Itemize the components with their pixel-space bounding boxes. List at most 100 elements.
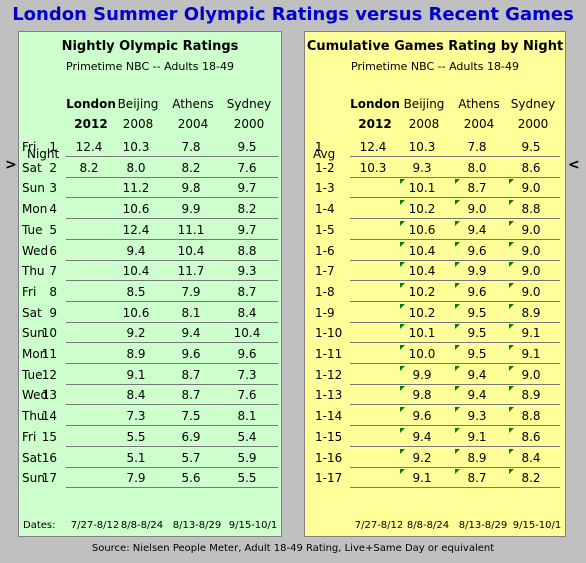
rating-cell: 5.1	[126, 450, 146, 465]
current-row-marker-left: >	[5, 157, 17, 173]
column-header-name: Athens	[458, 97, 500, 111]
rating-cell: 10.2	[408, 202, 436, 217]
rating-cell: 9.2	[412, 450, 432, 465]
rating-cell: 8.8	[521, 409, 541, 424]
comment-marker-icon	[400, 179, 405, 185]
rating-cell: 7.9	[181, 284, 201, 299]
rating-cell: 9.5	[467, 305, 487, 320]
row-night: 4	[49, 202, 57, 217]
comment-marker-icon	[455, 386, 460, 392]
rating-cell	[350, 448, 396, 468]
comment-marker-icon	[509, 262, 514, 268]
row-divider	[350, 363, 560, 364]
row-day: Mon	[22, 347, 48, 361]
rating-cell: 5.6	[181, 471, 201, 486]
rating-cell: 9.4	[412, 429, 432, 444]
row-night: 7	[49, 264, 57, 279]
row-night: 9	[49, 305, 57, 320]
column-header-year: 2008	[408, 117, 440, 131]
row-avg-range: 1-10	[315, 326, 343, 341]
row-divider	[350, 425, 560, 427]
rating-cell: 8.7	[467, 181, 487, 196]
column-header-name: London	[66, 97, 116, 111]
rating-cell: 5.5	[237, 471, 257, 486]
rating-cell	[66, 448, 112, 468]
rating-cell: 9.0	[521, 181, 541, 196]
rating-cell: 9.3	[412, 160, 432, 175]
row-divider	[350, 238, 560, 240]
comment-marker-icon	[509, 469, 514, 475]
rating-cell: 10.2	[408, 284, 436, 299]
row-avg-range: 1-8	[315, 284, 335, 299]
rating-cell	[66, 385, 112, 405]
column-header-name: Sydney	[510, 97, 556, 111]
rating-cell: 8.9	[467, 450, 487, 465]
comment-marker-icon	[509, 282, 514, 288]
row-divider	[66, 259, 278, 261]
row-night: 5	[49, 222, 57, 237]
rating-cell: 9.6	[237, 347, 257, 361]
comment-marker-icon	[509, 303, 514, 309]
rating-cell: 7.6	[237, 388, 257, 403]
rating-cell: 8.7	[237, 284, 257, 299]
rating-cell: 9.5	[467, 347, 487, 361]
row-avg-range: 1-15	[315, 429, 343, 444]
rating-cell	[66, 406, 112, 426]
rating-cell: 6.9	[181, 429, 201, 444]
row-night: 16	[41, 450, 57, 465]
comment-marker-icon	[455, 345, 460, 350]
rating-cell: 9.7	[237, 181, 257, 196]
row-divider	[350, 280, 560, 282]
rating-cell: 8.1	[181, 305, 201, 320]
row-divider	[66, 466, 278, 468]
rating-cell: 5.4	[237, 429, 257, 444]
comment-marker-icon	[455, 282, 460, 288]
rating-cell	[350, 406, 396, 426]
rating-cell	[350, 468, 396, 488]
rating-cell: 10.4	[408, 264, 436, 279]
rating-cell: 9.4	[181, 326, 201, 341]
rating-cell: 9.0	[521, 264, 541, 279]
rating-cell: 9.1	[467, 429, 487, 444]
rating-cell: 10.1	[408, 326, 436, 341]
rating-cell: 10.3	[122, 140, 150, 154]
rating-cell: 8.4	[521, 450, 541, 465]
row-avg-range: 1-3	[315, 181, 335, 196]
row-divider	[350, 259, 560, 261]
rating-cell: 9.4	[467, 367, 487, 382]
column-header-year: 2004	[463, 117, 495, 131]
row-divider	[350, 218, 560, 220]
rating-cell: 8.7	[181, 388, 201, 403]
rating-cell: 7.8	[467, 140, 487, 154]
rating-cell: 10.3	[408, 140, 436, 154]
column-dates: 8/8-8/24	[406, 520, 450, 531]
nightly-panel-title: Nightly Olympic Ratings	[61, 39, 239, 54]
rating-cell	[350, 303, 396, 323]
rating-cell: 9.6	[467, 284, 487, 299]
row-divider	[66, 487, 278, 489]
row-divider	[350, 156, 560, 157]
row-avg-range: 1-14	[315, 409, 343, 424]
row-night: 6	[49, 243, 57, 258]
rating-cell: 11.1	[177, 222, 205, 237]
row-avg-range: 1-16	[315, 450, 343, 465]
rating-cell: 9.1	[521, 326, 541, 341]
column-dates: 8/8-8/24	[120, 520, 164, 531]
rating-cell	[350, 323, 396, 343]
rating-cell: 11.7	[177, 264, 205, 279]
row-divider	[66, 383, 278, 385]
column-dates: 9/15-10/1	[512, 520, 562, 531]
comment-marker-icon	[455, 427, 460, 433]
rating-cell	[350, 344, 396, 364]
rating-cell: 9.0	[521, 222, 541, 237]
row-night: 10	[41, 326, 57, 341]
rating-cell: 8.9	[126, 347, 146, 361]
row-divider	[350, 487, 560, 489]
rating-cell: 9.6	[467, 243, 487, 258]
column-header-year: 2000	[233, 117, 265, 131]
rating-cell: 8.4	[237, 305, 257, 320]
rating-cell: 9.0	[521, 243, 541, 258]
rating-cell	[66, 241, 112, 261]
comment-marker-icon	[400, 407, 405, 413]
rating-cell: 9.8	[181, 181, 201, 196]
